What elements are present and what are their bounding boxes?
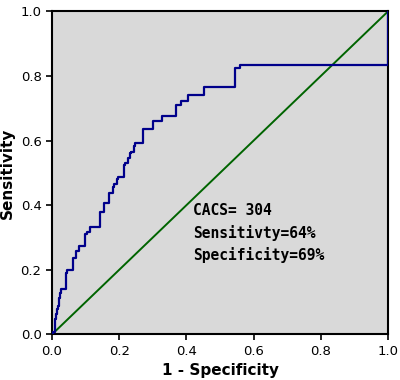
Text: CACS= 304
Sensitivty=64%
Specificity=69%: CACS= 304 Sensitivty=64% Specificity=69% [193, 203, 324, 263]
Y-axis label: Sensitivity: Sensitivity [0, 127, 15, 218]
X-axis label: 1 - Specificity: 1 - Specificity [162, 363, 278, 378]
